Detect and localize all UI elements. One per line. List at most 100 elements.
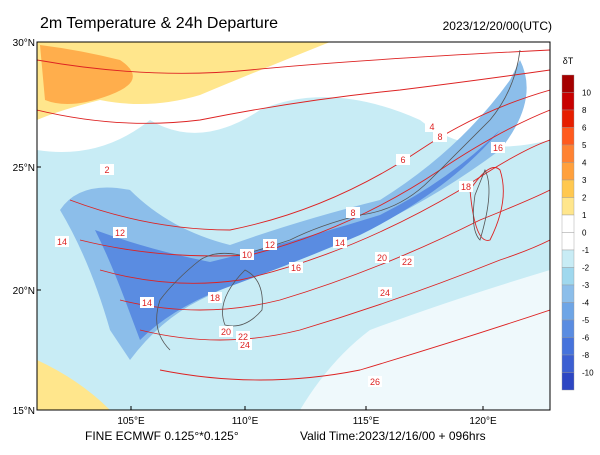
contour-label-bg [433,131,447,142]
colorbar-box [561,284,575,303]
time: 2023/12/20/00(UTC) [443,19,552,33]
contour-label-bg [240,249,254,260]
contour-label: 14 [57,237,67,247]
colorbar-label: 3 [582,176,587,185]
colorbar-label: -10 [582,369,594,378]
colorbar-box [561,319,575,338]
colorbar-box [561,232,575,251]
contour-label: 10 [242,250,252,260]
colorbar-box [561,372,575,391]
contour-label-bg [289,262,303,273]
field-colder [95,130,500,340]
contour-label-bg [333,237,347,248]
contour-label: 8 [350,208,355,218]
colorbar-box [561,74,575,93]
colorbar-box [561,214,575,233]
lat-label: 20°N [13,286,35,297]
contour-label: 20 [377,253,387,263]
colorbar-label: -1 [582,246,590,255]
contour-label: 22 [238,332,248,342]
contour-label: 2 [104,165,109,175]
lon-label: 115°E [353,416,380,427]
colorbar-box [561,109,575,128]
contours [37,49,550,381]
contour-label: 24 [240,340,250,350]
contour-label: 8 [437,132,442,142]
colorbar-label: 4 [582,159,587,168]
colorbar-box [561,354,575,373]
contour-label: 24 [380,288,390,298]
field-south [300,270,550,410]
contour-label: 12 [265,240,275,250]
colorbar-box [561,249,575,268]
map-frame [36,41,551,411]
field-sw [37,360,110,410]
colorbar-box [561,267,575,286]
lon-label: 105°E [117,416,145,427]
contour-label: 18 [210,293,220,303]
contour-label-bg [375,252,389,263]
lat-label: 25°N [13,163,35,174]
field-hot [40,45,133,104]
model-label: FINE ECMWF 0.125°*0.125° [85,429,239,443]
colorbar-box [561,302,575,321]
colorbar-label: 10 [582,89,591,98]
contour-label: 12 [115,228,125,238]
colorbar-label: -5 [582,316,590,325]
contour-label: 4 [429,122,434,132]
contour-label-bg [238,339,252,350]
contour-label: 16 [493,143,503,153]
contour-label-bg [346,207,360,218]
contour-label-bg [368,376,382,387]
contour-label-bg [100,164,114,175]
lat-label: 15°N [13,406,35,417]
colorbar-label: 6 [582,124,587,133]
colorbar-box [561,337,575,356]
title: 2m Temperature & 24h Departure [40,15,278,32]
contour-label: 18 [461,182,471,192]
contour-label-bg [219,326,233,337]
colorbar-title: δT [563,56,574,66]
contour-label-bg [140,297,154,308]
colorbar-label: 1 [582,211,587,220]
axes: 30°N 25°N 20°N 15°N 105°E 110°E 115°E 120°E [13,38,497,427]
colorbar-box [561,92,575,111]
contour-label-bg [459,181,473,192]
contour-label: 16 [291,263,301,273]
contour-label-bg [236,331,250,342]
colorbar-label: -4 [582,299,590,308]
lon-label: 120°E [469,416,497,427]
colorbar-box [561,144,575,163]
contour-label: 6 [400,155,405,165]
contour-label-bg [55,236,69,247]
contour-label: 14 [335,238,345,248]
colorbar-label: 0 [582,229,587,238]
contour-label-bg [113,227,127,238]
colorbar-label: -2 [582,264,590,273]
colorbar-label: 5 [582,141,587,150]
colorbar-label: -6 [582,334,590,343]
contour-label-bg [400,256,414,267]
contour-label: 26 [370,377,380,387]
colorbar-label: -8 [582,351,590,360]
contour-label-bg [263,239,277,250]
colorbar-label: -3 [582,281,590,290]
coastline [156,49,521,351]
colorbar-box [561,162,575,181]
colorbar-box [561,179,575,198]
colorbar-box [561,197,575,216]
contour-label-bg [491,142,505,153]
colorbar-label: 2 [582,194,587,203]
contour-label: 22 [402,257,412,267]
lon-label: 110°E [232,416,259,427]
valid-time: Valid Time:2023/12/16/00 + 096hrs [300,429,486,443]
contour-label: 20 [221,327,231,337]
contour-label: 14 [142,298,152,308]
lat-label: 30°N [13,38,35,49]
colorbar-label: 8 [582,106,587,115]
contour-label-bg [425,121,439,132]
